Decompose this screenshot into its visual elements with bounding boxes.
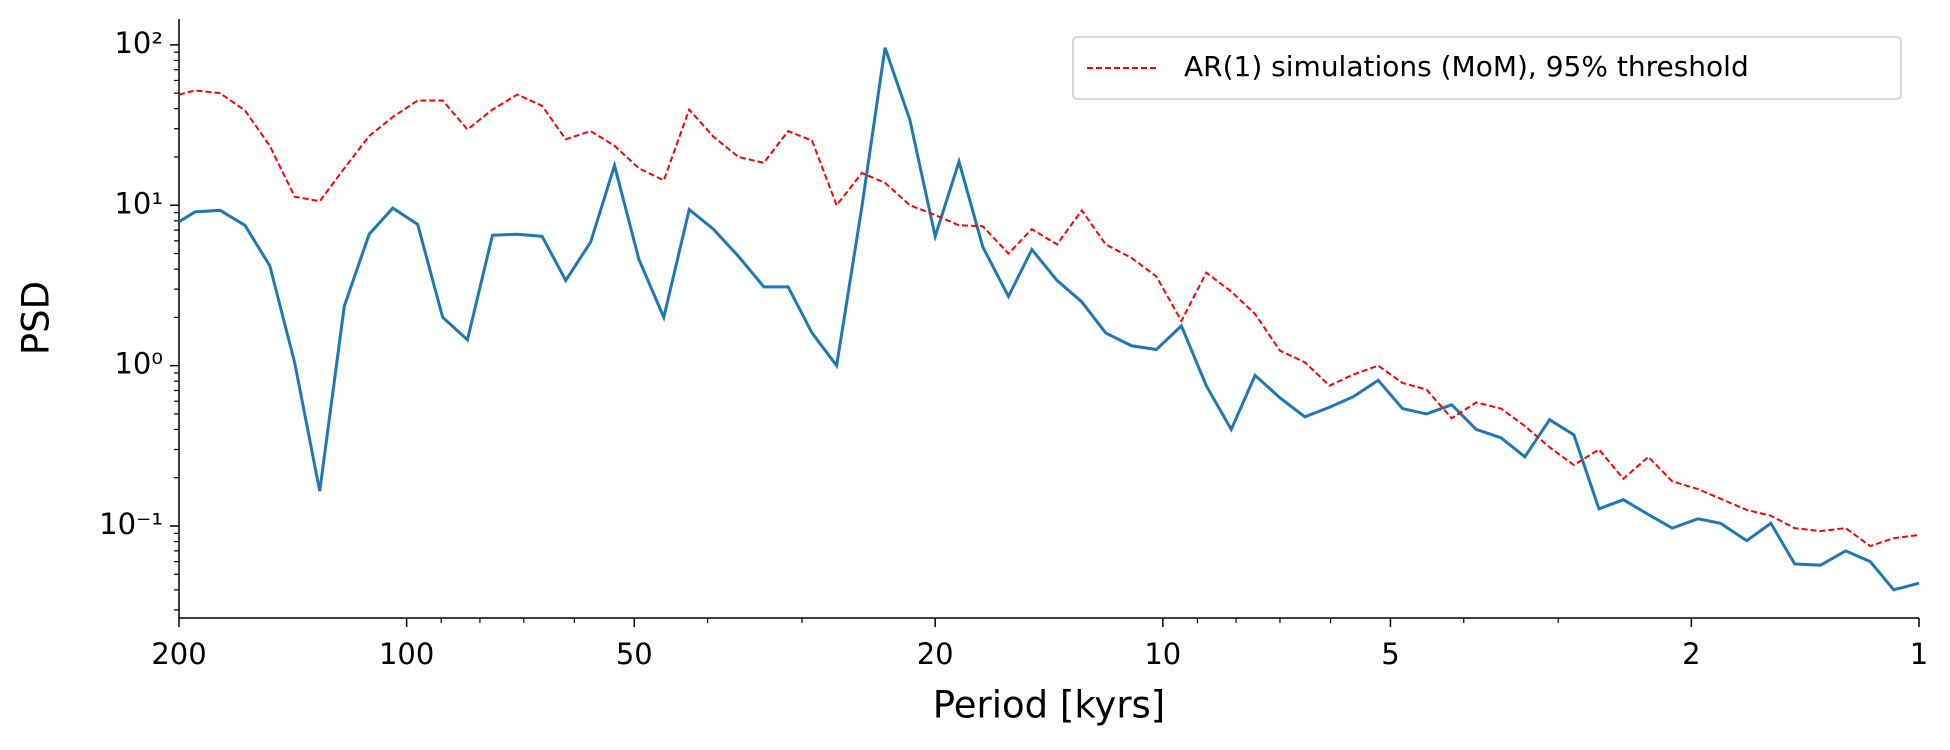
x-tick-label: 50	[616, 637, 653, 671]
series-line	[178, 47, 1920, 592]
x-axis-label: Period [kyrs]	[933, 684, 1166, 727]
x-tick-label: 2	[1682, 637, 1700, 671]
y-tick-label: 10¹	[114, 186, 163, 220]
x-tick-label: 20	[917, 637, 954, 671]
x-tick-label: 10	[1144, 637, 1181, 671]
y-tick-label: 10²	[114, 26, 163, 60]
x-tick-label: 5	[1381, 637, 1399, 671]
legend-box	[1072, 36, 1902, 100]
x-tick-label: 200	[151, 637, 206, 671]
y-tick-label: 10⁻¹	[99, 507, 163, 541]
series-line	[178, 89, 1920, 548]
x-tick-label: 100	[379, 637, 434, 671]
x-tick-label: 1	[1910, 637, 1928, 671]
legend-label: AR(1) simulations (MoM), 95% threshold	[1184, 50, 1749, 83]
y-tick-label: 10⁰	[114, 347, 163, 381]
y-axis-label: PSD	[15, 281, 58, 355]
